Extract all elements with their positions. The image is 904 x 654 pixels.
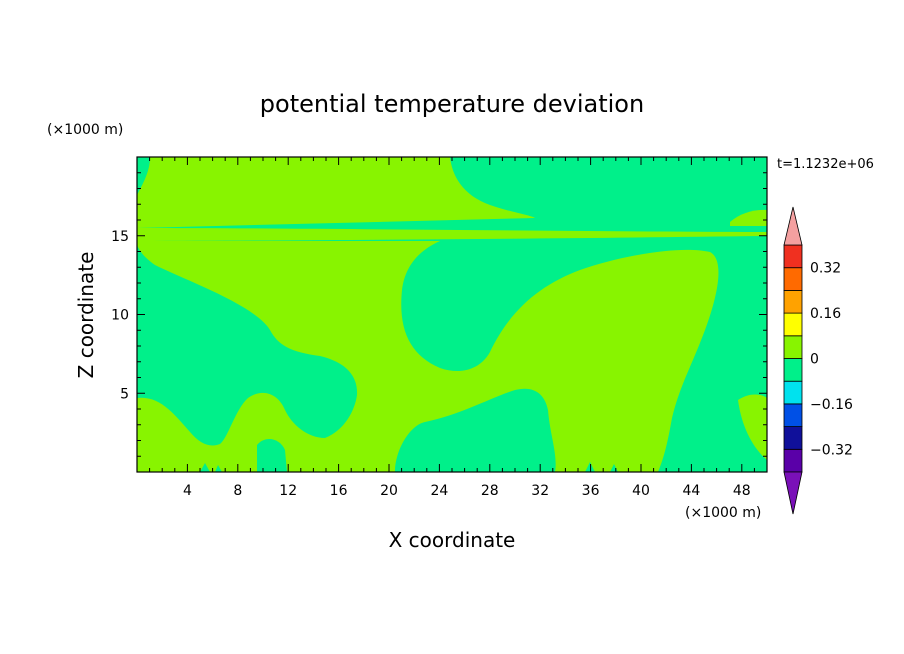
y-tick-label: 10	[111, 308, 129, 324]
colorbar-tick-label: 0.16	[810, 306, 841, 322]
x-tick-label: 16	[330, 483, 348, 499]
x-axis-ticks: 4 8 12 16 20 24 28 32 36 40 44 48	[149, 157, 755, 499]
colorbar-tick-label: 0.32	[810, 261, 841, 277]
x-tick-label: 4	[183, 483, 192, 499]
colorbar-segment	[783, 267, 803, 291]
positive-region-band	[137, 228, 767, 241]
positive-region-top-right	[730, 209, 767, 226]
colorbar-tick-label: 0	[810, 352, 819, 368]
colorbar-segment	[783, 335, 803, 359]
positive-region-main	[137, 241, 719, 472]
x-tick-label: 32	[531, 483, 549, 499]
x-axis-label: X coordinate	[389, 528, 516, 552]
x-unit-label: (×1000 m)	[685, 505, 761, 521]
positive-region-top-left	[137, 157, 535, 228]
chart-title: potential temperature deviation	[260, 90, 644, 118]
x-tick-label: 44	[682, 483, 700, 499]
y-tick-label: 15	[111, 229, 129, 245]
y-unit-label: (×1000 m)	[47, 122, 123, 138]
colorbar-segment	[783, 403, 803, 427]
colorbar-segment	[783, 312, 803, 337]
bottom-spikes-left	[200, 463, 222, 472]
x-tick-label: 48	[733, 483, 751, 499]
colorbar-tick-label: −0.16	[810, 397, 853, 413]
colorbar-segment	[783, 448, 803, 473]
positive-region-lower-right	[738, 394, 767, 460]
y-axis-label: Z coordinate	[74, 252, 98, 379]
x-tick-label: 20	[380, 483, 398, 499]
x-tick-label: 24	[430, 483, 448, 499]
background-pocket-bottom	[257, 438, 287, 472]
contour-field	[137, 157, 767, 472]
colorbar-segment	[783, 289, 803, 314]
x-tick-label: 36	[582, 483, 600, 499]
x-tick-label: 40	[632, 483, 650, 499]
colorbar-tick-label: −0.32	[810, 442, 853, 458]
colorbar-segment	[783, 358, 803, 382]
colorbar-over-arrow	[783, 206, 803, 246]
time-label: t=1.1232e+06	[777, 157, 874, 172]
colorbar-segment	[783, 426, 803, 450]
x-tick-label: 8	[233, 483, 242, 499]
colorbar-under-arrow	[783, 471, 803, 515]
colorbar-segment	[783, 380, 803, 405]
bottom-spikes-right	[585, 462, 618, 472]
y-tick-label: 5	[120, 386, 129, 402]
x-tick-label: 12	[279, 483, 297, 499]
colorbar: −0.32 −0.16 0 0.16 0.32	[783, 206, 853, 515]
positive-region-small-1	[233, 211, 318, 217]
colorbar-segment	[783, 244, 803, 269]
y-axis-ticks: 5 10 15	[111, 172, 767, 457]
x-tick-label: 28	[481, 483, 499, 499]
